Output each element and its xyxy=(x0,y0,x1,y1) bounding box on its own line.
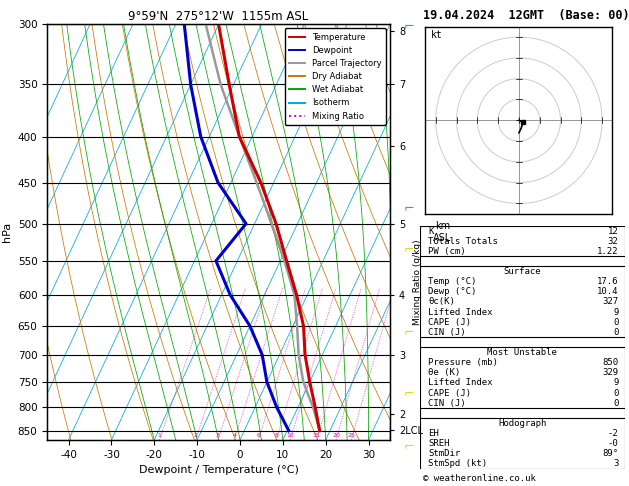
Text: Hodograph: Hodograph xyxy=(498,419,547,428)
Text: CAPE (J): CAPE (J) xyxy=(428,388,471,398)
Text: 850: 850 xyxy=(603,358,618,367)
Text: Dewp (°C): Dewp (°C) xyxy=(428,287,477,296)
Text: 89°: 89° xyxy=(603,449,618,458)
Text: 4: 4 xyxy=(233,433,237,438)
Text: -0: -0 xyxy=(608,439,618,448)
Text: 9: 9 xyxy=(613,308,618,316)
Text: 12: 12 xyxy=(608,226,618,236)
Text: StmDir: StmDir xyxy=(428,449,460,458)
Text: Mixing Ratio (g/kg): Mixing Ratio (g/kg) xyxy=(413,239,422,325)
Text: 32: 32 xyxy=(608,237,618,246)
Title: 9°59'N  275°12'W  1155m ASL: 9°59'N 275°12'W 1155m ASL xyxy=(128,10,309,23)
Legend: Temperature, Dewpoint, Parcel Trajectory, Dry Adiabat, Wet Adiabat, Isotherm, Mi: Temperature, Dewpoint, Parcel Trajectory… xyxy=(284,29,386,125)
Text: 6: 6 xyxy=(257,433,260,438)
Text: ⌐: ⌐ xyxy=(403,386,414,399)
Text: CIN (J): CIN (J) xyxy=(428,328,466,337)
Text: K: K xyxy=(428,226,434,236)
Text: © weatheronline.co.uk: © weatheronline.co.uk xyxy=(423,474,535,483)
Text: θe (K): θe (K) xyxy=(428,368,460,377)
Text: Lifted Index: Lifted Index xyxy=(428,308,493,316)
Text: 8: 8 xyxy=(274,433,278,438)
Text: SREH: SREH xyxy=(428,439,450,448)
Text: 15: 15 xyxy=(313,433,321,438)
Text: ⌐: ⌐ xyxy=(403,325,414,338)
X-axis label: Dewpoint / Temperature (°C): Dewpoint / Temperature (°C) xyxy=(138,465,299,475)
Y-axis label: km
ASL: km ASL xyxy=(433,221,452,243)
Text: Most Unstable: Most Unstable xyxy=(487,348,557,357)
Text: ⌐: ⌐ xyxy=(403,439,414,452)
Text: ⌐: ⌐ xyxy=(403,243,414,256)
Text: 3: 3 xyxy=(613,459,618,469)
Text: CAPE (J): CAPE (J) xyxy=(428,318,471,327)
Text: PW (cm): PW (cm) xyxy=(428,247,466,256)
Text: ⌐: ⌐ xyxy=(403,19,414,32)
Text: 1.22: 1.22 xyxy=(597,247,618,256)
Text: 19.04.2024  12GMT  (Base: 00): 19.04.2024 12GMT (Base: 00) xyxy=(423,9,629,22)
Text: 20: 20 xyxy=(332,433,340,438)
Text: Lifted Index: Lifted Index xyxy=(428,379,493,387)
Y-axis label: hPa: hPa xyxy=(2,222,12,242)
Text: StmSpd (kt): StmSpd (kt) xyxy=(428,459,487,469)
Text: 0: 0 xyxy=(613,318,618,327)
Text: Temp (°C): Temp (°C) xyxy=(428,277,477,286)
Text: ⌐: ⌐ xyxy=(403,201,414,214)
Text: 329: 329 xyxy=(603,368,618,377)
Text: CIN (J): CIN (J) xyxy=(428,399,466,408)
Text: 9: 9 xyxy=(613,379,618,387)
Text: EH: EH xyxy=(428,429,439,438)
Text: Totals Totals: Totals Totals xyxy=(428,237,498,246)
Text: 25: 25 xyxy=(347,433,355,438)
Text: Surface: Surface xyxy=(504,267,541,276)
Text: 17.6: 17.6 xyxy=(597,277,618,286)
Text: 327: 327 xyxy=(603,297,618,307)
Text: 1: 1 xyxy=(158,433,162,438)
Text: θc(K): θc(K) xyxy=(428,297,455,307)
Text: Pressure (mb): Pressure (mb) xyxy=(428,358,498,367)
Text: 10.4: 10.4 xyxy=(597,287,618,296)
Text: kt: kt xyxy=(431,30,443,40)
Text: 0: 0 xyxy=(613,399,618,408)
Text: -2: -2 xyxy=(608,429,618,438)
Text: 0: 0 xyxy=(613,328,618,337)
Text: 3: 3 xyxy=(216,433,220,438)
Text: 10: 10 xyxy=(286,433,294,438)
Text: 2: 2 xyxy=(194,433,198,438)
Text: 0: 0 xyxy=(613,388,618,398)
